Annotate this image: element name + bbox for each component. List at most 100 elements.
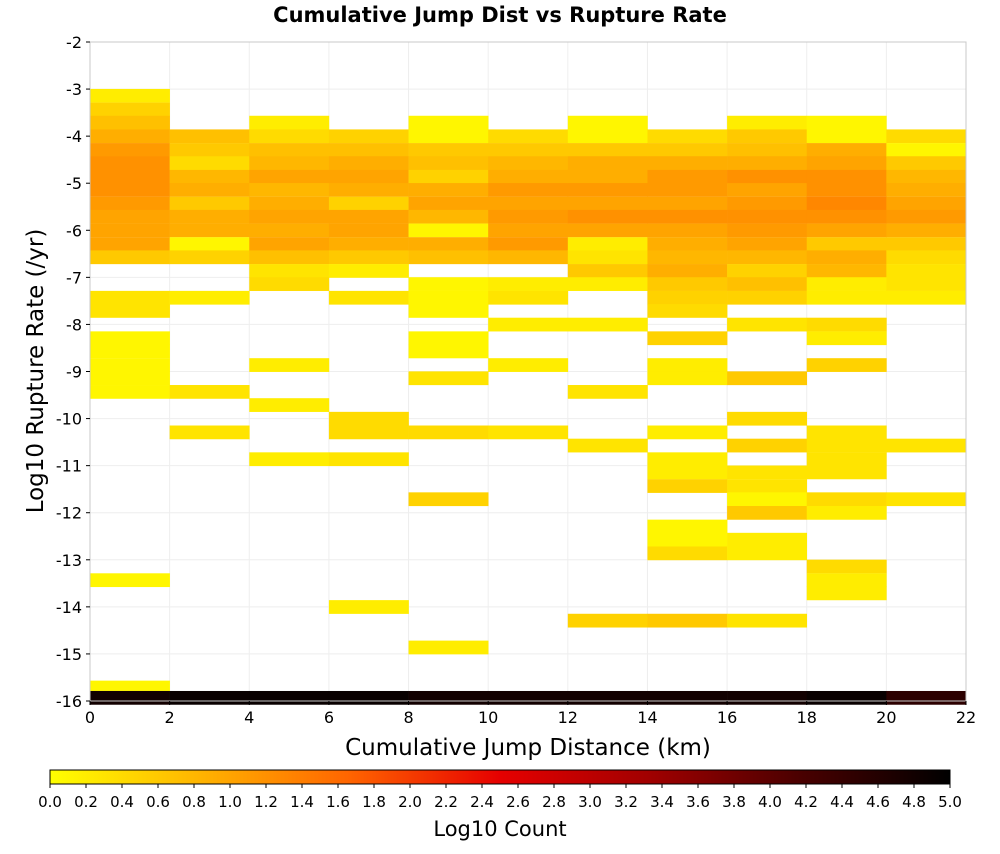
heatmap-cell (647, 425, 728, 440)
y-tick-label: -13 (56, 551, 82, 570)
heatmap-cell (169, 143, 250, 157)
heatmap-cell (249, 209, 330, 224)
colorbar-tick-label: 4.2 (794, 793, 818, 811)
colorbar-tick-label: 0.6 (146, 793, 170, 811)
heatmap-cell (806, 250, 887, 265)
heatmap-cell (90, 196, 170, 211)
y-tick-label: -12 (56, 504, 82, 523)
heatmap-cell (488, 290, 569, 305)
heatmap-cell (806, 492, 887, 507)
heatmap-cell (90, 331, 170, 346)
heatmap-cell (806, 237, 887, 251)
heatmap-cell (488, 169, 569, 184)
colorbar (49, 769, 951, 785)
heatmap-cell (408, 304, 489, 318)
heatmap-cell (328, 690, 409, 705)
heatmap-cell (647, 277, 728, 291)
heatmap-cell (727, 690, 808, 705)
heatmap-cell (249, 183, 330, 197)
heatmap-cell (488, 358, 569, 372)
heatmap-cell (328, 196, 409, 211)
heatmap-cell (328, 143, 409, 157)
heatmap-cell (408, 371, 489, 386)
heatmap-cell (806, 438, 887, 453)
x-tick-label: 10 (478, 708, 498, 727)
heatmap-cell (90, 88, 170, 103)
heatmap-cell (647, 223, 728, 238)
heatmap-cell (90, 304, 170, 318)
colorbar-tick-label: 2.2 (434, 793, 458, 811)
heatmap-cell (567, 237, 648, 251)
heatmap-cell (567, 438, 648, 453)
heatmap-cell (567, 129, 648, 144)
y-tick-label: -6 (66, 221, 82, 240)
x-tick-label: 0 (85, 708, 95, 727)
heatmap-cell (727, 223, 808, 238)
heatmap-cell (727, 290, 808, 305)
y-tick-label: -7 (66, 268, 82, 287)
heatmap-cell (408, 143, 489, 157)
heatmap-cell (328, 264, 409, 278)
heatmap-cell (647, 546, 728, 561)
heatmap-cell (806, 290, 887, 305)
heatmap-cell (647, 452, 728, 467)
colorbar-tick-label: 1.4 (290, 793, 314, 811)
y-tick-label: -5 (66, 174, 82, 193)
colorbar-tick-label: 2.0 (398, 793, 422, 811)
chart-title: Cumulative Jump Dist vs Rupture Rate (273, 3, 727, 27)
heatmap-cell (886, 183, 967, 197)
x-tick-label: 2 (165, 708, 175, 727)
colorbar-tick-label: 1.8 (362, 793, 386, 811)
heatmap-cell (90, 358, 170, 372)
heatmap-cell (408, 425, 489, 440)
heatmap-cell (567, 223, 648, 238)
heatmap-cell (249, 115, 330, 130)
heatmap-cell (169, 156, 250, 170)
heatmap-cell (488, 196, 569, 211)
colorbar-ticks: 0.0 0.2 0.4 0.6 0.8 1.0 1.2 1.4 1.6 1.8 2.0 2.2 2.4 2… (38, 784, 962, 811)
heatmap-cell (886, 237, 967, 251)
heatmap-cell (647, 156, 728, 170)
colorbar-tick-label: 4.6 (866, 793, 890, 811)
heatmap-cell (806, 505, 887, 520)
colorbar-tick-label: 2.6 (506, 793, 530, 811)
heatmap-cell (886, 290, 967, 305)
heatmap-cell (806, 223, 887, 238)
heatmap-cell (488, 156, 569, 170)
heatmap-cell (90, 169, 170, 184)
heatmap-cell (806, 358, 887, 372)
x-tick-label: 20 (876, 708, 896, 727)
heatmap-cell (488, 223, 569, 238)
colorbar-tick-label: 4.8 (902, 793, 926, 811)
heatmap-cell (806, 143, 887, 157)
heatmap-cell (886, 264, 967, 278)
heatmap-cell (647, 143, 728, 157)
heatmap-cell (328, 183, 409, 197)
heatmap-cell (90, 183, 170, 197)
heatmap-cell (169, 129, 250, 144)
heatmap-cell (249, 196, 330, 211)
x-tick-label: 14 (637, 708, 657, 727)
heatmap-cell (328, 129, 409, 144)
heatmap-cell (169, 209, 250, 224)
heatmap-cell (249, 277, 330, 291)
heatmap-cell (806, 115, 887, 130)
heatmap-cell (169, 385, 250, 399)
heatmap-cell (567, 115, 648, 130)
heatmap-cell (408, 237, 489, 251)
heatmap-cell (90, 680, 170, 695)
heatmap-cell (647, 690, 728, 705)
heatmap-cell (886, 223, 967, 238)
colorbar-tick-label: 5.0 (938, 793, 962, 811)
heatmap-cell (727, 479, 808, 493)
heatmap-cell (90, 344, 170, 359)
heatmap-cell (647, 250, 728, 265)
heatmap-cell (90, 385, 170, 399)
heatmap-cell (169, 290, 250, 305)
heatmap-cell (567, 690, 648, 705)
heatmap-cell (727, 532, 808, 547)
y-tick-label: -2 (66, 33, 82, 52)
y-tick-label: -14 (56, 598, 82, 617)
colorbar-tick-label: 4.0 (758, 793, 782, 811)
